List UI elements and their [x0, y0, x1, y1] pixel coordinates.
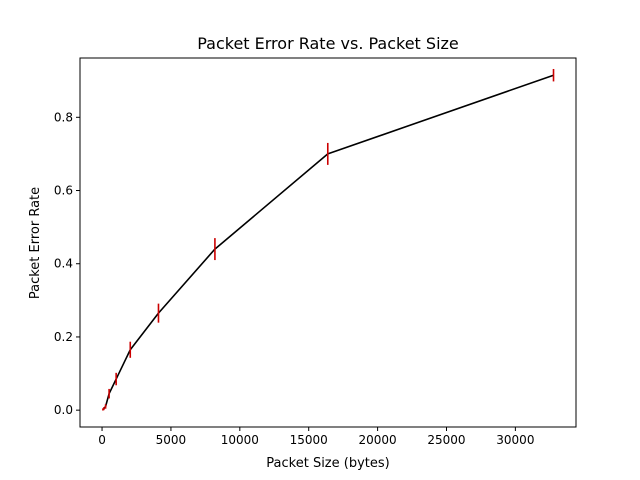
x-tick-label: 15000 — [290, 433, 328, 447]
chart-title: Packet Error Rate vs. Packet Size — [197, 34, 459, 53]
plot-area — [102, 68, 555, 411]
y-tick-label: 0.6 — [54, 184, 73, 198]
x-tick-label: 0 — [98, 433, 106, 447]
y-tick-label: 0.4 — [54, 257, 73, 271]
x-tick-label: 5000 — [156, 433, 187, 447]
x-tick-label: 25000 — [427, 433, 465, 447]
x-tick-label: 20000 — [359, 433, 397, 447]
y-tick-label: 0.2 — [54, 330, 73, 344]
x-axis-label: Packet Size (bytes) — [266, 456, 389, 471]
x-tick-label: 30000 — [496, 433, 534, 447]
y-tick-label: 0.8 — [54, 110, 73, 124]
y-axis: 0.0 0.2 0.4 0.6 0.8 — [54, 110, 80, 417]
y-axis-label: Packet Error Rate — [28, 187, 43, 299]
x-tick-label: 10000 — [221, 433, 259, 447]
y-tick-label: 0.0 — [54, 403, 73, 417]
axes-frame — [79, 57, 577, 428]
series-line — [102, 74, 554, 411]
x-axis: 0 5000 10000 15000 20000 25000 30000 — [98, 427, 534, 447]
